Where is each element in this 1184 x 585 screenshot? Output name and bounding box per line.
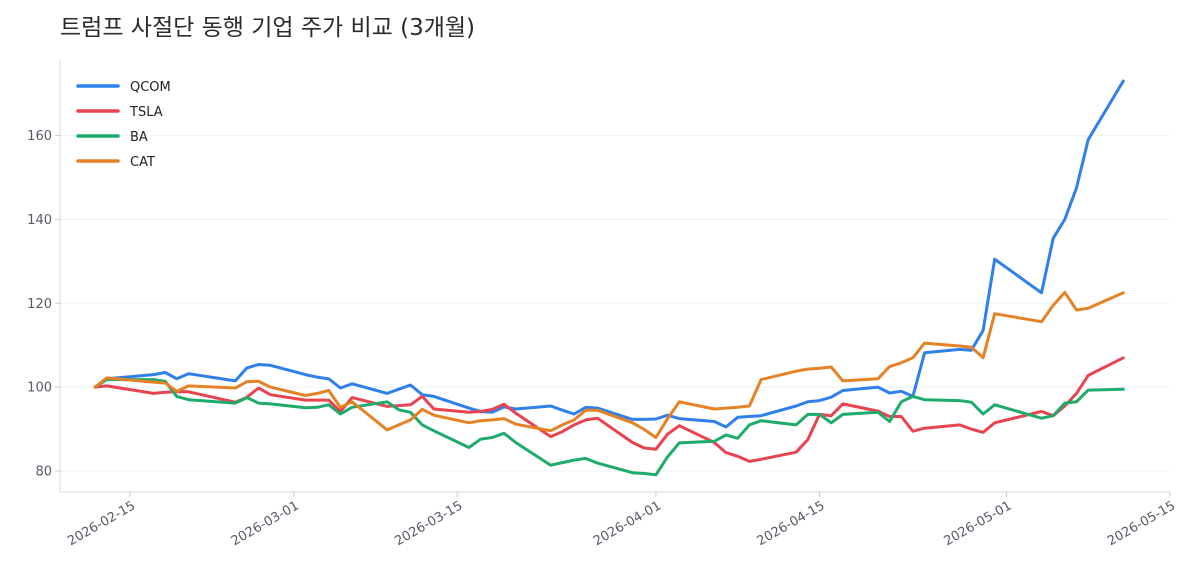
legend-label-cat: CAT bbox=[130, 155, 155, 170]
y-tick-label: 80 bbox=[35, 465, 52, 480]
axes: 80 100 120 140 160 2026-02-15 2026-03-01 2026-0… bbox=[27, 60, 1178, 549]
chart-title: 트럼프 사절단 동행 기업 주가 비교 (3개월) bbox=[60, 15, 476, 41]
y-tick-label: 100 bbox=[27, 381, 52, 396]
y-tick-label: 120 bbox=[27, 297, 52, 312]
series-line-ba bbox=[93, 378, 1125, 477]
series-lines bbox=[93, 79, 1125, 477]
y-tick-label: 140 bbox=[27, 213, 52, 228]
series-line-tsla bbox=[93, 356, 1125, 463]
x-tick-label: 2026-04-01 bbox=[591, 498, 664, 549]
legend: QCOM TSLA BA CAT bbox=[76, 80, 171, 170]
legend-label-qcom: QCOM bbox=[130, 80, 171, 95]
y-tick-label: 160 bbox=[27, 129, 52, 144]
x-tick-label: 2026-03-15 bbox=[392, 498, 465, 549]
x-tick-label: 2026-05-01 bbox=[941, 498, 1014, 549]
x-tick-label: 2026-04-15 bbox=[755, 498, 828, 549]
gridlines bbox=[60, 134, 1170, 472]
x-tick-label: 2026-05-15 bbox=[1105, 498, 1178, 549]
legend-label-ba: BA bbox=[130, 130, 148, 145]
series-line-cat bbox=[93, 290, 1125, 439]
x-tick-label: 2026-02-15 bbox=[65, 498, 138, 549]
legend-label-tsla: TSLA bbox=[129, 105, 163, 120]
x-tick-label: 2026-03-01 bbox=[229, 498, 302, 549]
series-line-qcom bbox=[93, 79, 1125, 429]
